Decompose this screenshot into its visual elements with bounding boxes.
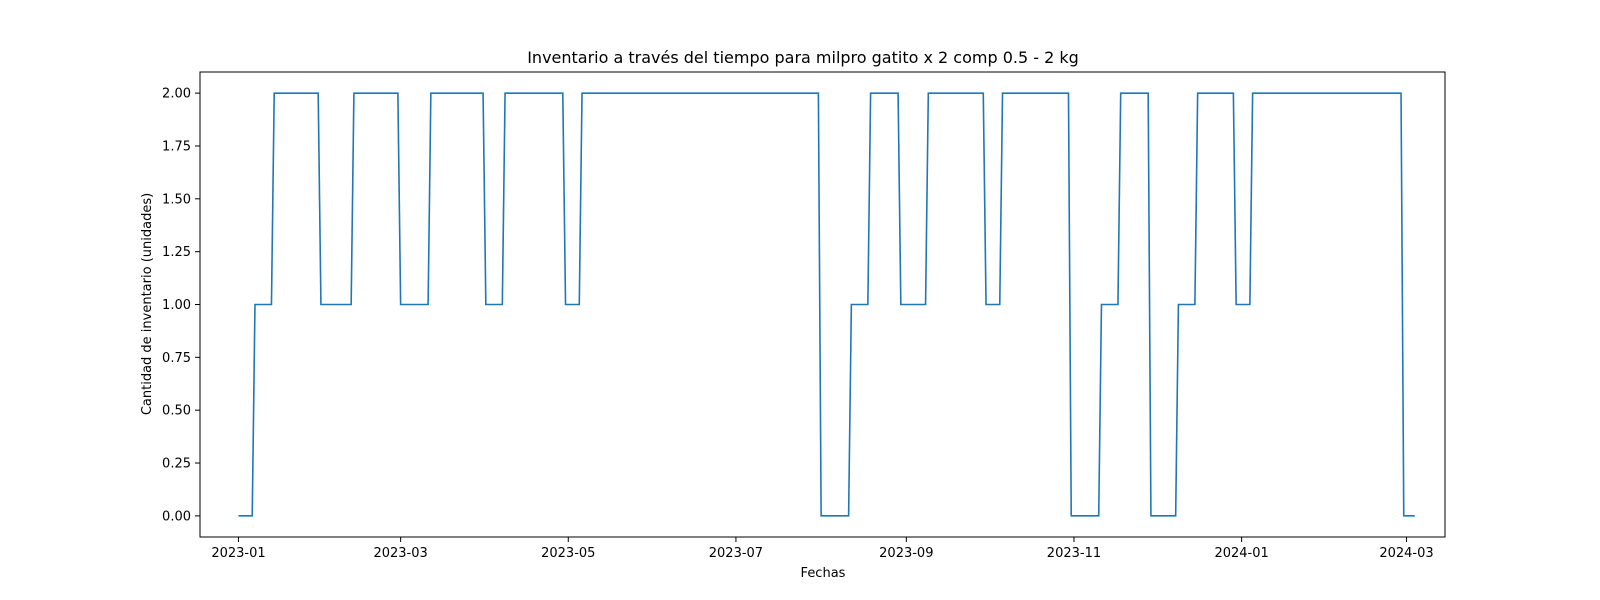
y-tick-label: 0.00 — [162, 509, 191, 524]
x-tick-label: 2023-05 — [541, 546, 595, 561]
plot-frame — [199, 71, 1446, 538]
y-tick-label: 1.00 — [162, 298, 191, 313]
inventory-series-line — [238, 92, 1415, 517]
x-tick-label: 2023-01 — [211, 546, 265, 561]
x-tick-label: 2023-03 — [373, 546, 427, 561]
x-tick-label: 2023-11 — [1047, 546, 1101, 561]
x-axis-ticks: 2023-01 2023-03 2023-05 2023-07 2023-09 2023-… — [211, 537, 1434, 561]
x-tick-label: 2023-09 — [879, 546, 933, 561]
y-tick-label: 1.50 — [162, 192, 191, 207]
y-tick-label: 1.75 — [162, 139, 191, 154]
y-axis-label: Cantidad de inventario (unidades) — [140, 193, 155, 415]
plot-area — [199, 71, 1446, 538]
y-tick-label: 0.50 — [162, 404, 191, 419]
y-tick-label: 0.25 — [162, 457, 191, 472]
y-tick-label: 1.25 — [162, 245, 191, 260]
y-tick-label: 0.75 — [162, 351, 191, 366]
x-tick-label: 2024-03 — [1379, 546, 1433, 561]
chart-title: Inventario a través del tiempo para milp… — [527, 48, 1079, 67]
y-axis-ticks: 0.00 0.25 0.50 0.75 1.00 1.25 1.50 1.75 2.00 — [162, 87, 200, 524]
x-tick-label: 2024-01 — [1214, 546, 1268, 561]
x-axis-label: Fechas — [801, 566, 846, 581]
y-tick-label: 2.00 — [162, 87, 191, 102]
x-tick-label: 2023-07 — [709, 546, 763, 561]
